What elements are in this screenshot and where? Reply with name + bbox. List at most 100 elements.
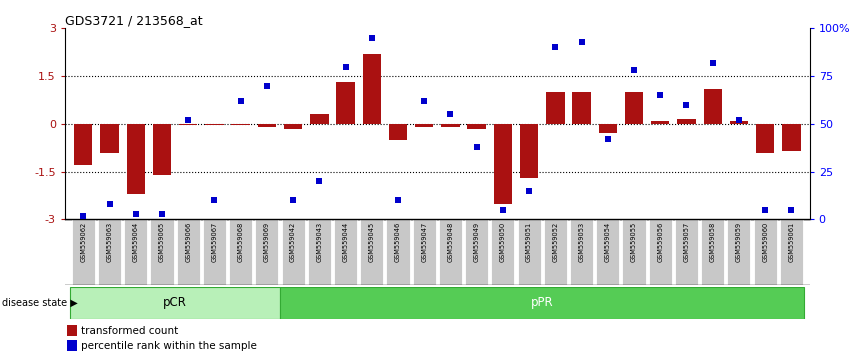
Text: GSM559068: GSM559068 [237, 222, 243, 262]
Point [286, 198, 300, 203]
Bar [703, 89, 722, 124]
Bar [255, 219, 278, 285]
Bar [336, 82, 355, 124]
Bar [258, 124, 276, 127]
Point [339, 64, 352, 69]
Bar [468, 124, 486, 129]
Bar [284, 124, 302, 129]
Text: pCR: pCR [163, 296, 187, 309]
Bar [177, 219, 200, 285]
Bar [779, 219, 803, 285]
Bar [572, 92, 591, 124]
Point [313, 178, 326, 184]
Bar [544, 219, 567, 285]
Text: GSM559042: GSM559042 [290, 222, 296, 262]
Text: GSM559066: GSM559066 [185, 222, 191, 262]
Bar [179, 124, 197, 125]
Point [155, 211, 169, 217]
Bar [701, 219, 724, 285]
Bar [491, 219, 514, 285]
Bar [756, 124, 774, 153]
Bar [625, 92, 643, 124]
Bar [494, 124, 512, 204]
Text: GSM559057: GSM559057 [683, 222, 689, 262]
Bar [677, 119, 695, 124]
Point [706, 60, 720, 65]
Point [417, 98, 431, 104]
Bar [649, 219, 672, 285]
Bar [360, 219, 384, 285]
Point [76, 213, 90, 218]
Bar [651, 121, 669, 124]
Bar [98, 219, 121, 285]
Bar [74, 124, 93, 165]
Text: GSM559058: GSM559058 [709, 222, 715, 262]
Bar [68, 325, 77, 336]
Text: GSM559050: GSM559050 [500, 222, 506, 262]
Text: GSM559049: GSM559049 [474, 222, 480, 262]
Bar [518, 219, 540, 285]
Text: GSM559069: GSM559069 [264, 222, 270, 262]
Bar [363, 54, 381, 124]
Point [785, 207, 798, 213]
Text: GSM559053: GSM559053 [578, 222, 585, 262]
Bar [334, 219, 357, 285]
Bar [310, 114, 328, 124]
Text: GSM559047: GSM559047 [421, 222, 427, 262]
Text: GSM559054: GSM559054 [604, 222, 611, 262]
Text: disease state ▶: disease state ▶ [2, 298, 77, 308]
Bar [675, 219, 698, 285]
Bar [151, 219, 173, 285]
Text: GSM559067: GSM559067 [211, 222, 217, 262]
Bar [126, 124, 145, 194]
Text: GSM559065: GSM559065 [159, 222, 165, 262]
Bar [203, 219, 226, 285]
Point [365, 35, 378, 41]
Bar [570, 219, 593, 285]
Text: transformed count: transformed count [81, 326, 178, 336]
Text: pPR: pPR [531, 296, 553, 309]
Point [469, 144, 483, 150]
Bar [231, 124, 249, 125]
Bar [229, 219, 252, 285]
Point [443, 112, 457, 117]
Bar [597, 219, 619, 285]
Point [548, 45, 562, 50]
Bar [730, 121, 748, 124]
Text: GDS3721 / 213568_at: GDS3721 / 213568_at [65, 14, 203, 27]
Point [181, 117, 195, 123]
Bar [413, 219, 436, 285]
Point [627, 68, 641, 73]
Point [260, 83, 274, 88]
Text: GSM559044: GSM559044 [343, 222, 348, 262]
Bar [727, 219, 751, 285]
Point [759, 207, 772, 213]
Text: percentile rank within the sample: percentile rank within the sample [81, 341, 256, 351]
Bar [598, 124, 617, 133]
Bar [753, 219, 777, 285]
Point [575, 39, 589, 45]
Point [496, 207, 510, 213]
Text: GSM559063: GSM559063 [107, 222, 113, 262]
Text: GSM559062: GSM559062 [81, 222, 87, 262]
Bar [442, 124, 460, 127]
Bar [439, 219, 462, 285]
Text: GSM559046: GSM559046 [395, 222, 401, 262]
Bar [124, 219, 147, 285]
Point [391, 198, 405, 203]
Bar [205, 124, 223, 125]
Bar [623, 219, 645, 285]
Text: GSM559061: GSM559061 [788, 222, 794, 262]
Text: GSM559051: GSM559051 [527, 222, 532, 262]
Point [208, 198, 222, 203]
Point [732, 117, 746, 123]
Text: GSM559064: GSM559064 [132, 222, 139, 262]
Bar [415, 124, 433, 127]
Bar [389, 124, 407, 140]
Point [680, 102, 694, 108]
Text: GSM559048: GSM559048 [448, 222, 454, 262]
Point [601, 136, 615, 142]
Point [234, 98, 248, 104]
Point [102, 201, 116, 207]
Bar [520, 124, 539, 178]
